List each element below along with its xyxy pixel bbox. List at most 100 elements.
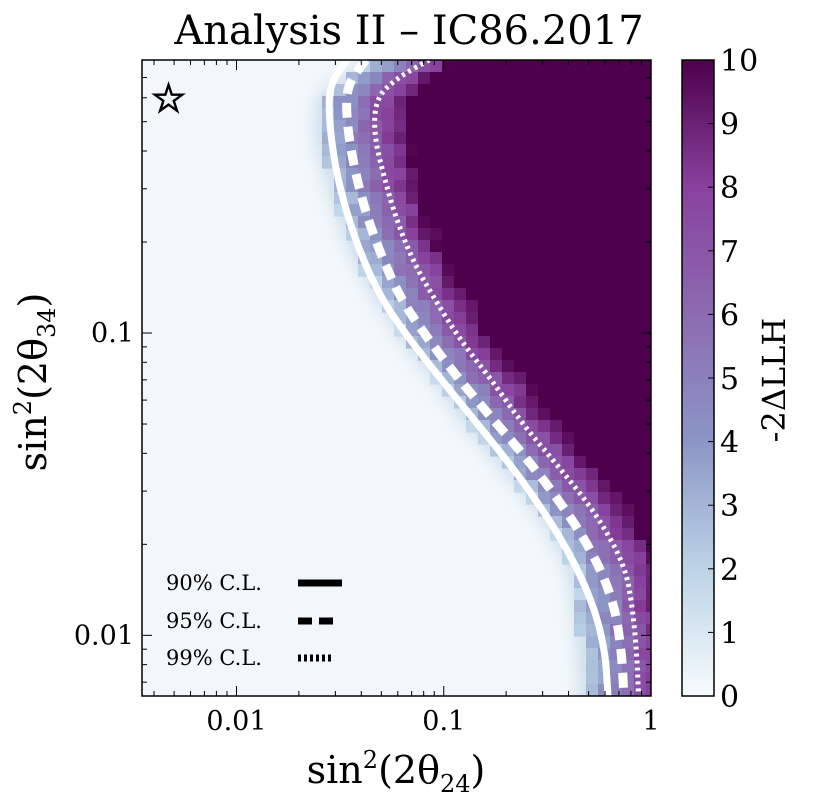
heatmap-cell	[502, 192, 515, 205]
heatmap-cell	[634, 480, 647, 493]
heatmap-cell	[550, 216, 563, 229]
heatmap-cell	[634, 372, 647, 385]
heatmap-cell	[526, 372, 539, 385]
heatmap-cell	[646, 636, 651, 649]
heatmap-cell	[430, 216, 443, 229]
x-axis-ticks: 0.01 0.1 1	[153, 60, 660, 737]
heatmap-cell	[634, 636, 647, 649]
heatmap-cell	[358, 132, 371, 145]
heatmap-cell	[562, 264, 575, 277]
heatmap-cell	[478, 180, 491, 193]
heatmap-cell	[442, 216, 455, 229]
heatmap-cell	[610, 312, 623, 325]
heatmap-cell	[430, 324, 443, 337]
heatmap-cell	[526, 72, 539, 85]
heatmap-cell	[478, 300, 491, 313]
heatmap-cell	[454, 132, 467, 145]
heatmap-cell	[538, 120, 551, 133]
heatmap-cell	[562, 312, 575, 325]
colorbar-tick-label: 2	[720, 553, 739, 588]
heatmap-cell	[442, 180, 455, 193]
heatmap-cell	[514, 132, 527, 145]
heatmap-cell	[646, 384, 651, 397]
heatmap-cell	[502, 312, 515, 325]
heatmap-cell	[610, 228, 623, 241]
heatmap-cell	[586, 516, 599, 529]
heatmap-cell	[634, 456, 647, 469]
heatmap-cell	[382, 144, 395, 157]
heatmap-cell	[490, 336, 503, 349]
heatmap-cell	[490, 300, 503, 313]
heatmap-cell	[358, 156, 371, 169]
heatmap-cell	[550, 480, 563, 493]
heatmap-cell	[622, 324, 635, 337]
heatmap-cell	[550, 336, 563, 349]
heatmap-cell	[466, 72, 479, 85]
heatmap-cell	[586, 300, 599, 313]
heatmap-cell	[358, 120, 371, 133]
heatmap-cell	[634, 444, 647, 457]
heatmap-cell	[622, 468, 635, 481]
heatmap-cell	[646, 480, 651, 493]
heatmap-cell	[526, 300, 539, 313]
colorbar-tick-label: 7	[720, 235, 739, 270]
heatmap-cell	[490, 132, 503, 145]
heatmap-cell	[634, 552, 647, 565]
heatmap-cell	[574, 480, 587, 493]
heatmap-cell	[622, 408, 635, 421]
heatmap-cell	[622, 348, 635, 361]
heatmap-cell	[586, 312, 599, 325]
heatmap-cell	[634, 84, 647, 97]
heatmap-cell	[622, 336, 635, 349]
heatmap-cell	[430, 156, 443, 169]
heatmap-cell	[418, 132, 431, 145]
heatmap-cell	[562, 132, 575, 145]
heatmap-cell	[526, 420, 539, 433]
heatmap-cell	[610, 108, 623, 121]
heatmap-cell	[418, 84, 431, 97]
heatmap-cell	[574, 156, 587, 169]
heatmap-cell	[586, 408, 599, 421]
heatmap-cell	[610, 516, 623, 529]
heatmap-cell	[514, 156, 527, 169]
heatmap-cell	[562, 120, 575, 133]
heatmap-cell	[622, 96, 635, 109]
heatmap-cell	[430, 264, 443, 277]
heatmap-cell	[466, 168, 479, 181]
heatmap-cell	[526, 144, 539, 157]
heatmap-cell	[526, 132, 539, 145]
heatmap-cell	[490, 96, 503, 109]
heatmap-cell	[622, 84, 635, 97]
contour-dashed	[342, 60, 629, 696]
heatmap-cell	[442, 120, 455, 133]
heatmap-cell	[394, 168, 407, 181]
heatmap-cell	[478, 72, 491, 85]
heatmap-cell	[610, 552, 623, 565]
heatmap-cell	[598, 396, 611, 409]
heatmap-cell	[418, 108, 431, 121]
heatmap-cell	[394, 276, 407, 289]
heatmap-cell	[478, 264, 491, 277]
heatmap-cell	[538, 312, 551, 325]
heatmap-cell	[634, 468, 647, 481]
heatmap-cell	[634, 120, 647, 133]
heatmap-cell	[562, 360, 575, 373]
heatmap-cell	[574, 420, 587, 433]
heatmap-cell	[622, 144, 635, 157]
heatmap-cell	[550, 408, 563, 421]
heatmap-cell	[526, 204, 539, 217]
colorbar-tick-label: 10	[720, 44, 758, 79]
heatmap-cell	[502, 72, 515, 85]
heatmap-cell	[646, 60, 651, 73]
heatmap-cell	[538, 252, 551, 265]
heatmap-cell	[610, 480, 623, 493]
heatmap-cell	[586, 60, 599, 73]
heatmap-cell	[574, 120, 587, 133]
heatmap-cell	[370, 180, 383, 193]
heatmap-cell	[574, 180, 587, 193]
heatmap-cell	[574, 384, 587, 397]
heatmap-cell	[502, 276, 515, 289]
heatmap-cell	[514, 300, 527, 313]
heatmap-cell	[598, 552, 611, 565]
heatmap-cell	[622, 180, 635, 193]
